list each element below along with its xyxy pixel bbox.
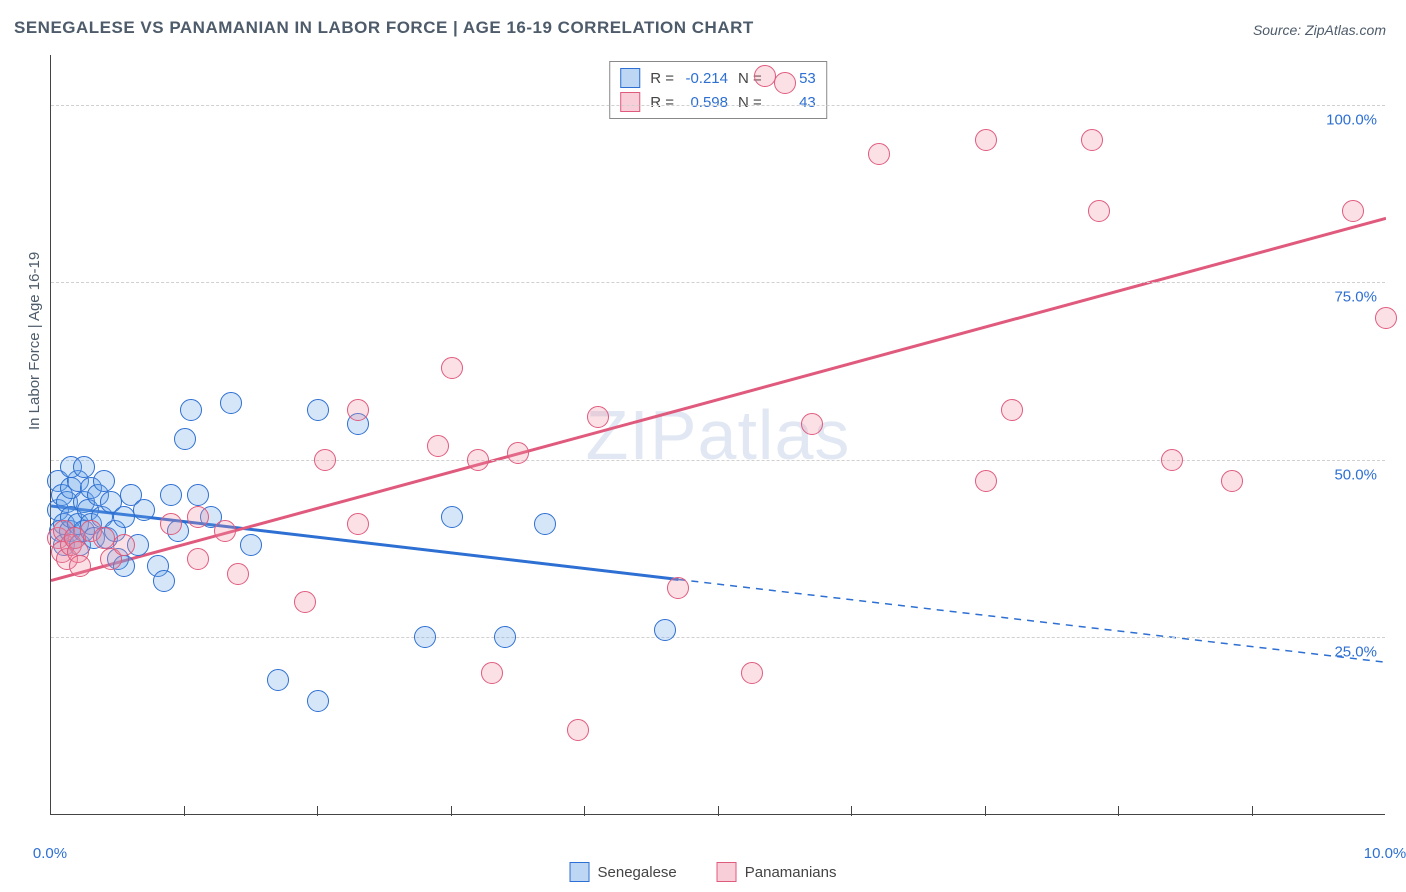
x-minor-tick [1118, 806, 1119, 816]
data-point [113, 534, 135, 556]
data-point [174, 428, 196, 450]
x-tick-label: 10.0% [1364, 845, 1406, 862]
data-point [153, 570, 175, 592]
x-tick-label: 0.0% [33, 845, 67, 862]
y-tick-label: 50.0% [1334, 466, 1377, 483]
x-minor-tick [985, 806, 986, 816]
data-point [975, 470, 997, 492]
chart-title: SENEGALESE VS PANAMANIAN IN LABOR FORCE … [14, 18, 754, 38]
data-point [467, 449, 489, 471]
data-point [187, 548, 209, 570]
trend-line-dashed [678, 579, 1386, 662]
data-point [427, 435, 449, 457]
x-minor-tick [317, 806, 318, 816]
data-point [267, 669, 289, 691]
data-point [868, 143, 890, 165]
data-point [741, 662, 763, 684]
gridline [51, 460, 1385, 461]
swatch-panamanians [620, 92, 640, 112]
series-legend: Senegalese Panamanians [570, 862, 837, 882]
data-point [1375, 307, 1397, 329]
data-point [494, 626, 516, 648]
data-point [160, 484, 182, 506]
gridline [51, 282, 1385, 283]
data-point [774, 72, 796, 94]
data-point [73, 456, 95, 478]
data-point [1081, 129, 1103, 151]
data-point [534, 513, 556, 535]
data-point [754, 65, 776, 87]
data-point [975, 129, 997, 151]
x-minor-tick [451, 806, 452, 816]
data-point [307, 399, 329, 421]
trend-lines [51, 55, 1386, 815]
data-point [1088, 200, 1110, 222]
data-point [240, 534, 262, 556]
y-tick-label: 25.0% [1334, 644, 1377, 661]
x-minor-tick [1252, 806, 1253, 816]
swatch-senegalese [570, 862, 590, 882]
y-tick-label: 100.0% [1326, 111, 1377, 128]
data-point [294, 591, 316, 613]
data-point [587, 406, 609, 428]
data-point [441, 506, 463, 528]
data-point [227, 563, 249, 585]
gridline [51, 637, 1385, 638]
data-point [667, 577, 689, 599]
data-point [414, 626, 436, 648]
data-point [347, 399, 369, 421]
data-point [160, 513, 182, 535]
data-point [654, 619, 676, 641]
data-point [347, 513, 369, 535]
data-point [481, 662, 503, 684]
data-point [187, 506, 209, 528]
plot-area: ZIPatlas R =-0.214 N =53 R =0.598 N =43 … [50, 55, 1385, 815]
data-point [507, 442, 529, 464]
data-point [214, 520, 236, 542]
data-point [220, 392, 242, 414]
data-point [1221, 470, 1243, 492]
x-minor-tick [851, 806, 852, 816]
x-minor-tick [718, 806, 719, 816]
data-point [441, 357, 463, 379]
data-point [1342, 200, 1364, 222]
data-point [113, 506, 135, 528]
data-point [1161, 449, 1183, 471]
data-point [1001, 399, 1023, 421]
data-point [307, 690, 329, 712]
data-point [567, 719, 589, 741]
data-point [314, 449, 336, 471]
source-attribution: Source: ZipAtlas.com [1253, 22, 1386, 38]
y-axis-label: In Labor Force | Age 16-19 [26, 252, 43, 430]
x-minor-tick [184, 806, 185, 816]
gridline [51, 105, 1385, 106]
data-point [69, 555, 91, 577]
swatch-senegalese [620, 68, 640, 88]
data-point [180, 399, 202, 421]
legend-item-panamanians: Panamanians [717, 862, 837, 882]
legend-item-senegalese: Senegalese [570, 862, 677, 882]
y-tick-label: 75.0% [1334, 289, 1377, 306]
x-minor-tick [584, 806, 585, 816]
data-point [133, 499, 155, 521]
data-point [93, 527, 115, 549]
trend-line-solid [51, 218, 1386, 580]
correlation-chart: SENEGALESE VS PANAMANIAN IN LABOR FORCE … [0, 0, 1406, 892]
data-point [801, 413, 823, 435]
stats-legend: R =-0.214 N =53 R =0.598 N =43 [609, 61, 827, 119]
data-point [187, 484, 209, 506]
swatch-panamanians [717, 862, 737, 882]
data-point [93, 470, 115, 492]
